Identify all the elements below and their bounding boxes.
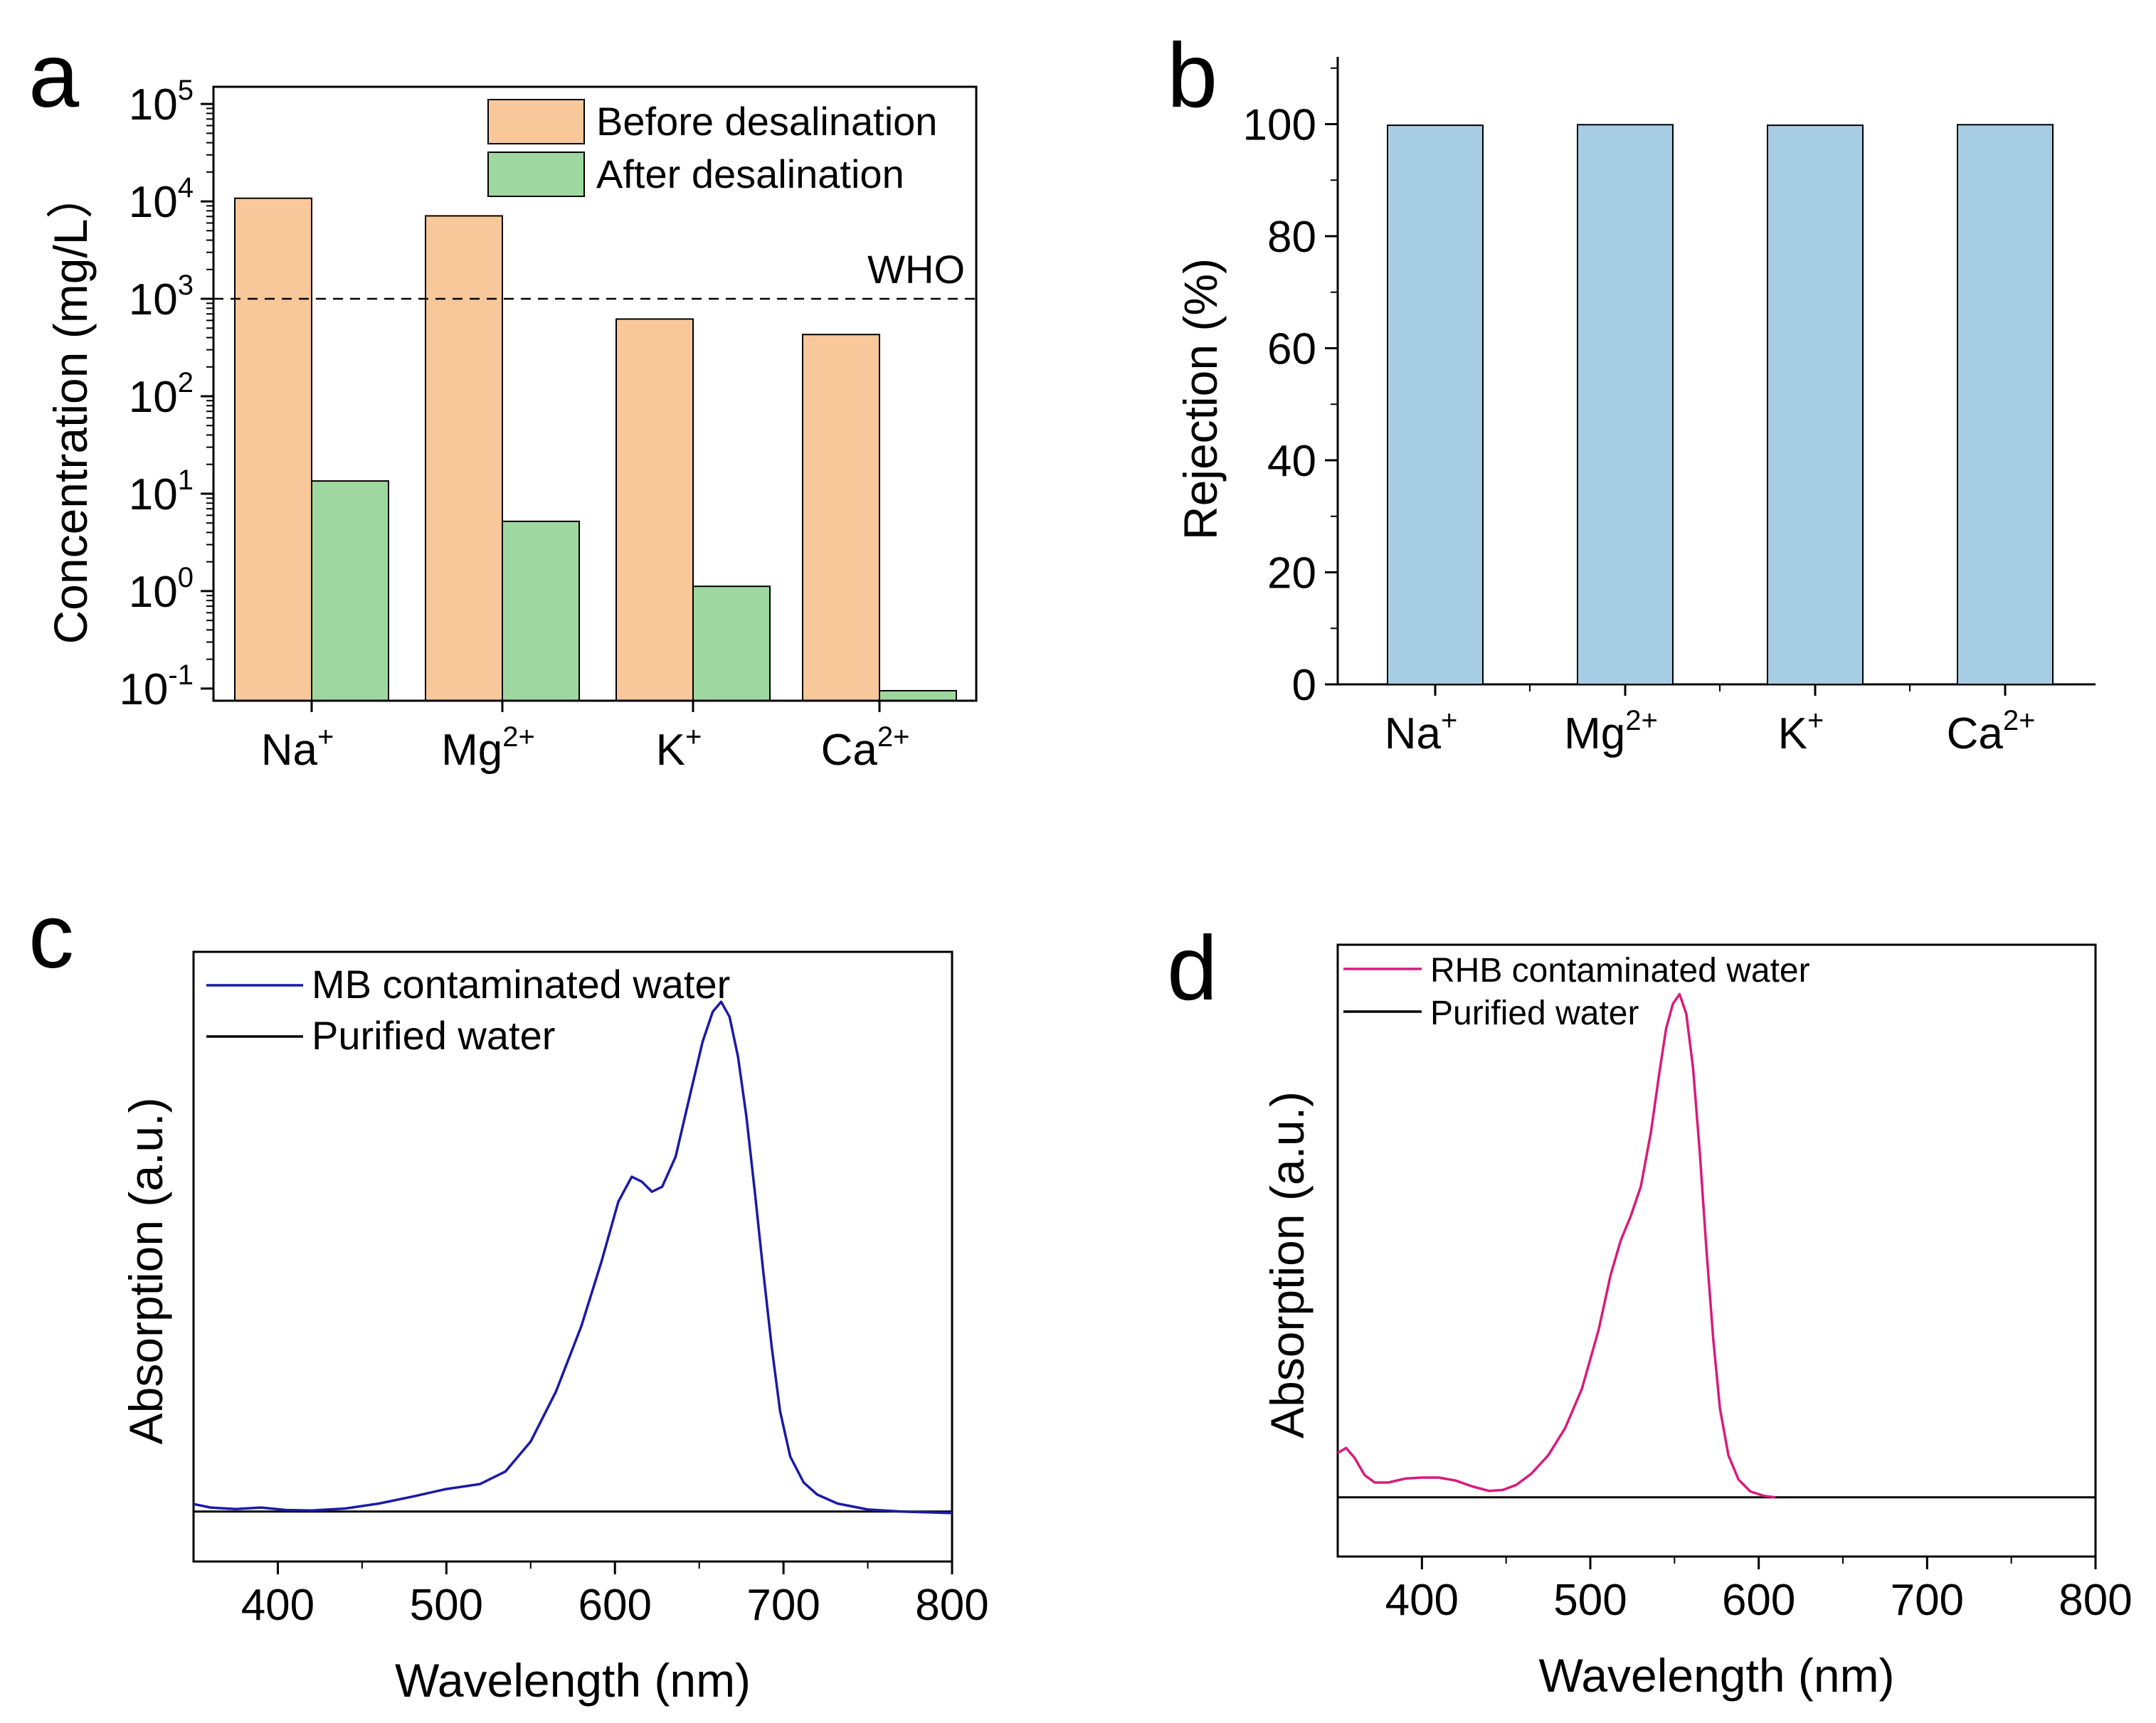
y-tick-label: 80 xyxy=(1267,213,1316,262)
legend-label: MB contaminated water xyxy=(312,962,730,1007)
series-line-rhb-contaminated-water xyxy=(1337,992,1776,1499)
x-tick-label: Mg2+ xyxy=(1564,705,1658,758)
x-tick-label: 700 xyxy=(746,1581,820,1630)
bar-rejection-K+ xyxy=(1767,124,1864,685)
x-tick-label: Ca2+ xyxy=(821,721,910,775)
legend-label: RHB contaminated water xyxy=(1430,952,1810,990)
who-label: WHO xyxy=(867,247,965,292)
bar-before-Ca2+ xyxy=(802,334,880,702)
y-axis-title: Absorption (a.u.) xyxy=(1261,1091,1314,1438)
chart-a: WHO 10-1 100 101 102 103 104 105 Na+ Mg2+ K+ Ca2+ Co… xyxy=(44,75,978,775)
panel-letter-b: b xyxy=(1167,25,1217,127)
x-tick-label: 600 xyxy=(1722,1576,1795,1625)
legend-label: Purified water xyxy=(312,1013,555,1058)
x-tick-label: 800 xyxy=(915,1581,988,1630)
bar-after-Ca2+ xyxy=(879,689,957,702)
chart-d: .legend-small{font-size:48px;}400 500 600 7… xyxy=(1261,943,2133,1702)
y-tick-label: 10-1 xyxy=(119,659,194,714)
bar-rejection-Na+ xyxy=(1387,124,1484,685)
y-axis-title: Absorption (a.u.) xyxy=(120,1098,172,1445)
plot-frame xyxy=(212,85,978,702)
y-tick-label: 100 xyxy=(129,562,194,617)
panel-letter-c: c xyxy=(28,886,74,987)
y-tick-label: 104 xyxy=(129,172,194,227)
legend-swatch xyxy=(487,99,585,144)
x-tick-label: 700 xyxy=(1891,1576,1964,1625)
legend-swatch xyxy=(487,152,585,197)
x-tick-label: 400 xyxy=(241,1581,315,1630)
y-tick-label: 60 xyxy=(1267,325,1316,374)
x-tick-label: 500 xyxy=(410,1581,483,1630)
y-tick-label: 101 xyxy=(129,465,194,519)
chart-c: 400 500 600 700 800 Wavelength (nm) Absorption… xyxy=(120,950,989,1707)
bar-rejection-Mg2+ xyxy=(1577,124,1674,686)
bar-before-Na+ xyxy=(234,197,312,701)
y-tick-label: 103 xyxy=(129,270,194,324)
x-tick-label: 500 xyxy=(1553,1576,1627,1625)
y-axis-title: Concentration (mg/L） xyxy=(44,172,97,645)
legend-label: Before desalination xyxy=(596,99,937,144)
x-tick-label: K+ xyxy=(656,721,702,775)
x-axis-title: Wavelength (nm) xyxy=(1538,1649,1894,1702)
bar-before-Mg2+ xyxy=(425,215,503,701)
x-tick-label: 400 xyxy=(1385,1576,1459,1625)
series-line-mb-contaminated-water xyxy=(193,1000,953,1515)
legend-label: After desalination xyxy=(596,152,904,196)
y-tick-label: 100 xyxy=(1243,101,1316,150)
chart-b: 0 20 40 60 80 100 Na+ Mg2+ K+ Ca2+ Rejection (%) xyxy=(1174,57,2096,758)
x-axis-title: Wavelength (nm) xyxy=(395,1654,751,1707)
panel-letter-a: a xyxy=(28,25,80,127)
y-tick-label: 0 xyxy=(1292,661,1316,710)
y-tick-label: 105 xyxy=(129,75,194,129)
plot-frame xyxy=(1336,943,2097,1558)
x-tick-label: Mg2+ xyxy=(441,721,535,775)
bar-after-Na+ xyxy=(311,480,389,701)
x-tick-label: 800 xyxy=(2059,1576,2132,1625)
y-tick-label: 20 xyxy=(1267,549,1316,598)
x-tick-label: 600 xyxy=(578,1581,651,1630)
legend-label: Purified water xyxy=(1430,995,1639,1032)
y-tick-label: 40 xyxy=(1267,437,1316,486)
bar-before-K+ xyxy=(615,318,694,701)
y-axis-title: Rejection (%) xyxy=(1174,258,1227,540)
bar-after-Mg2+ xyxy=(502,520,580,702)
bar-rejection-Ca2+ xyxy=(1957,124,2054,686)
x-tick-label: Na+ xyxy=(261,721,334,775)
bar-after-K+ xyxy=(692,585,771,701)
x-tick-label: Na+ xyxy=(1385,705,1458,758)
panel-letter-d: d xyxy=(1167,918,1217,1019)
y-tick-label: 102 xyxy=(129,367,194,422)
x-tick-label: Ca2+ xyxy=(1947,705,2036,758)
plot-frame xyxy=(192,950,953,1563)
x-tick-label: K+ xyxy=(1778,705,1824,758)
